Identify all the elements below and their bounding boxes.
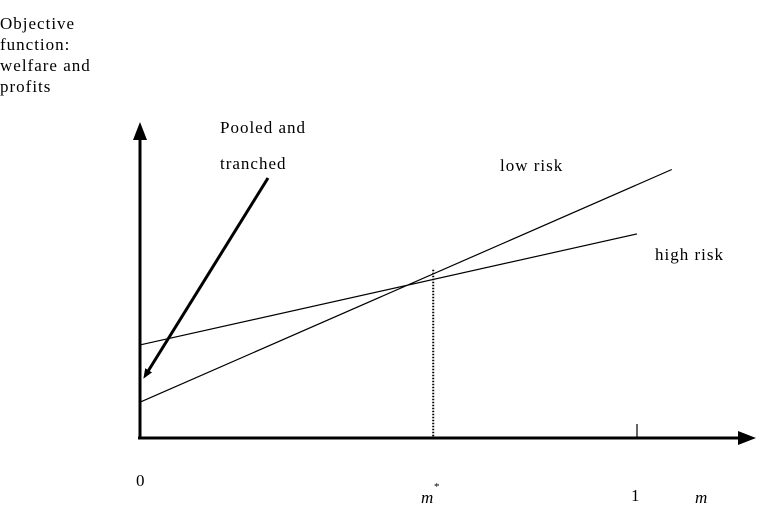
y-axis-label-line-4: profits bbox=[0, 77, 51, 96]
annotation-line-2: tranched bbox=[220, 154, 287, 173]
x-axis-label: m bbox=[695, 488, 707, 507]
x-tick-label-1: 1 bbox=[631, 486, 641, 505]
x-tick-label-0: 0 bbox=[136, 471, 146, 490]
y-axis-arrowhead bbox=[133, 122, 147, 140]
annotation-line-1: Pooled and bbox=[220, 118, 306, 137]
high-risk-line bbox=[139, 233, 638, 346]
y-axis-label-line-2: function: bbox=[0, 35, 70, 54]
low-risk-label: low risk bbox=[500, 156, 563, 175]
x-tick-label-mstar: m bbox=[421, 488, 433, 507]
x-axis-arrowhead bbox=[738, 431, 756, 445]
y-axis-label-line-1: Objective bbox=[0, 14, 75, 33]
high-risk-label: high risk bbox=[655, 245, 724, 264]
x-tick-label-mstar-superscript: * bbox=[434, 481, 440, 493]
y-axis-label-line-3: welfare and bbox=[0, 56, 91, 75]
pooled-tranched-arrow bbox=[143, 177, 270, 379]
low-risk-line bbox=[139, 168, 673, 403]
